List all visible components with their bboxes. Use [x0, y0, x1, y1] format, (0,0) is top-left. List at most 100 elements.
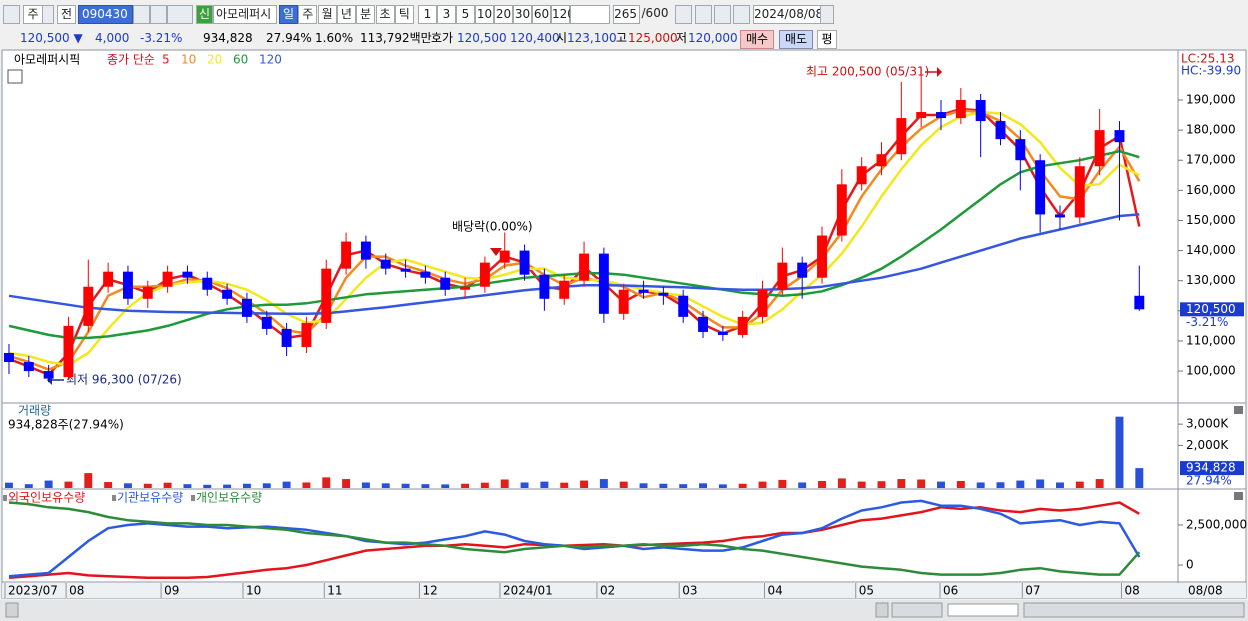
volume-bar	[242, 483, 251, 488]
panel-icon[interactable]	[7, 69, 23, 84]
y-tick-label: 3,000K	[1186, 417, 1229, 431]
calendar-icon[interactable]	[820, 5, 834, 24]
interval-button[interactable]: 3	[437, 5, 456, 24]
volume-bar	[818, 480, 826, 488]
volume-bar	[480, 482, 489, 488]
settings-icon[interactable]	[733, 5, 750, 24]
candle-body	[757, 289, 768, 317]
volume-bar	[1095, 479, 1104, 488]
code-input[interactable]: 090430	[78, 5, 133, 24]
candle-body	[499, 250, 510, 263]
candle-body	[1094, 130, 1105, 167]
volume-bar	[996, 482, 1005, 488]
unit-button[interactable]: 초	[375, 5, 395, 24]
prev-button[interactable]: 전	[57, 5, 76, 24]
candle-body	[420, 271, 431, 278]
interval-button[interactable]: 30	[513, 5, 532, 24]
volume-bar	[857, 481, 866, 488]
interval-button[interactable]: 120	[551, 5, 575, 24]
interval-button[interactable]: 60	[532, 5, 551, 24]
volume-bar	[1056, 482, 1064, 488]
volume-bar	[758, 481, 767, 488]
unit-button[interactable]: 월	[317, 5, 337, 24]
avg-button[interactable]: 평	[817, 30, 837, 49]
panel-subtitle: 934,828주(27.94%)	[8, 418, 124, 432]
date-input[interactable]: 2024/08/08	[753, 5, 823, 24]
search-icon[interactable]	[150, 5, 167, 24]
volume-bar	[441, 484, 450, 488]
candle-body	[4, 353, 14, 363]
bid: 120,400	[510, 31, 560, 45]
legend-label: 개인보유수량	[196, 491, 262, 505]
annotation: 배당락(0.00%)	[452, 220, 533, 234]
legend-label: 외국인보유수량	[8, 491, 85, 505]
tool-icon[interactable]	[714, 5, 731, 24]
volume-bar	[461, 483, 470, 488]
volume-bar	[5, 482, 13, 488]
candle-body	[995, 121, 1006, 140]
amount: 113,792백만	[360, 31, 432, 45]
tool-icon[interactable]	[695, 5, 712, 24]
high-label: 고	[616, 31, 628, 45]
period-select[interactable]: 주	[23, 5, 43, 24]
dropdown[interactable]	[42, 5, 54, 24]
volume-bar	[1075, 481, 1084, 488]
volume-bar	[24, 484, 33, 488]
series-line	[8, 501, 1141, 576]
scroll-right[interactable]	[875, 602, 889, 618]
x-tick-label: 08	[1124, 584, 1139, 598]
interval-button[interactable]: 10	[475, 5, 494, 24]
count-input[interactable]: 265	[613, 5, 640, 24]
unit-button[interactable]: 주	[298, 5, 318, 24]
tool-icon[interactable]	[675, 5, 692, 24]
panel-close[interactable]	[1234, 492, 1243, 500]
sound-icon[interactable]	[167, 5, 193, 24]
legend-label: 120	[259, 53, 282, 67]
open-label: 시	[556, 31, 568, 45]
unit-button[interactable]: 일	[279, 5, 298, 24]
candle-body	[281, 328, 292, 347]
candle-body	[360, 241, 371, 260]
volume-bar	[64, 481, 73, 488]
candle-body	[717, 331, 728, 335]
chart-tools[interactable]	[1023, 602, 1245, 618]
y-tick-label: 110,000	[1186, 333, 1236, 347]
x-tick-label: 05	[859, 584, 874, 598]
candle-body	[777, 262, 788, 290]
menu-icon[interactable]	[3, 5, 20, 24]
candle-body	[1114, 130, 1125, 143]
candle-body	[122, 271, 133, 299]
interval-button[interactable]: 5	[456, 5, 475, 24]
candle-body	[817, 235, 827, 278]
unit-button[interactable]: 분	[356, 5, 376, 24]
candle-body	[678, 295, 689, 317]
unit-button[interactable]: 틱	[394, 5, 414, 24]
volume-bar	[659, 483, 668, 488]
search-icon[interactable]	[133, 5, 150, 24]
unit-button[interactable]: 년	[336, 5, 356, 24]
x-tick-label: 2023/07	[8, 584, 58, 598]
interval-dropdown[interactable]	[570, 5, 610, 24]
candle-body	[955, 99, 966, 119]
interval-button[interactable]: 20	[494, 5, 513, 24]
volume-bar	[897, 479, 906, 488]
volume-bar	[738, 483, 747, 488]
x-tick-label: 04	[768, 584, 783, 598]
panel-close[interactable]	[1234, 406, 1243, 414]
sell-button[interactable]: 매도	[779, 30, 813, 49]
buy-button[interactable]: 매수	[740, 30, 774, 49]
interval-button[interactable]: 1	[418, 5, 437, 24]
zoom-slider[interactable]	[947, 603, 1019, 617]
playback-controls[interactable]	[891, 602, 943, 618]
candle-body	[975, 99, 986, 122]
scroll-left[interactable]	[5, 602, 19, 618]
volume-tag-label: 934,828	[1186, 461, 1236, 475]
candle-body	[618, 289, 629, 314]
legend-label: 기관보유수량	[117, 491, 183, 505]
volume-bar	[937, 481, 945, 488]
candle-body	[1055, 214, 1065, 218]
x-axis-band	[2, 583, 1246, 598]
x-tick-label: 10	[246, 584, 261, 598]
ask-label: 호가	[431, 31, 454, 45]
candle-body	[598, 253, 609, 314]
